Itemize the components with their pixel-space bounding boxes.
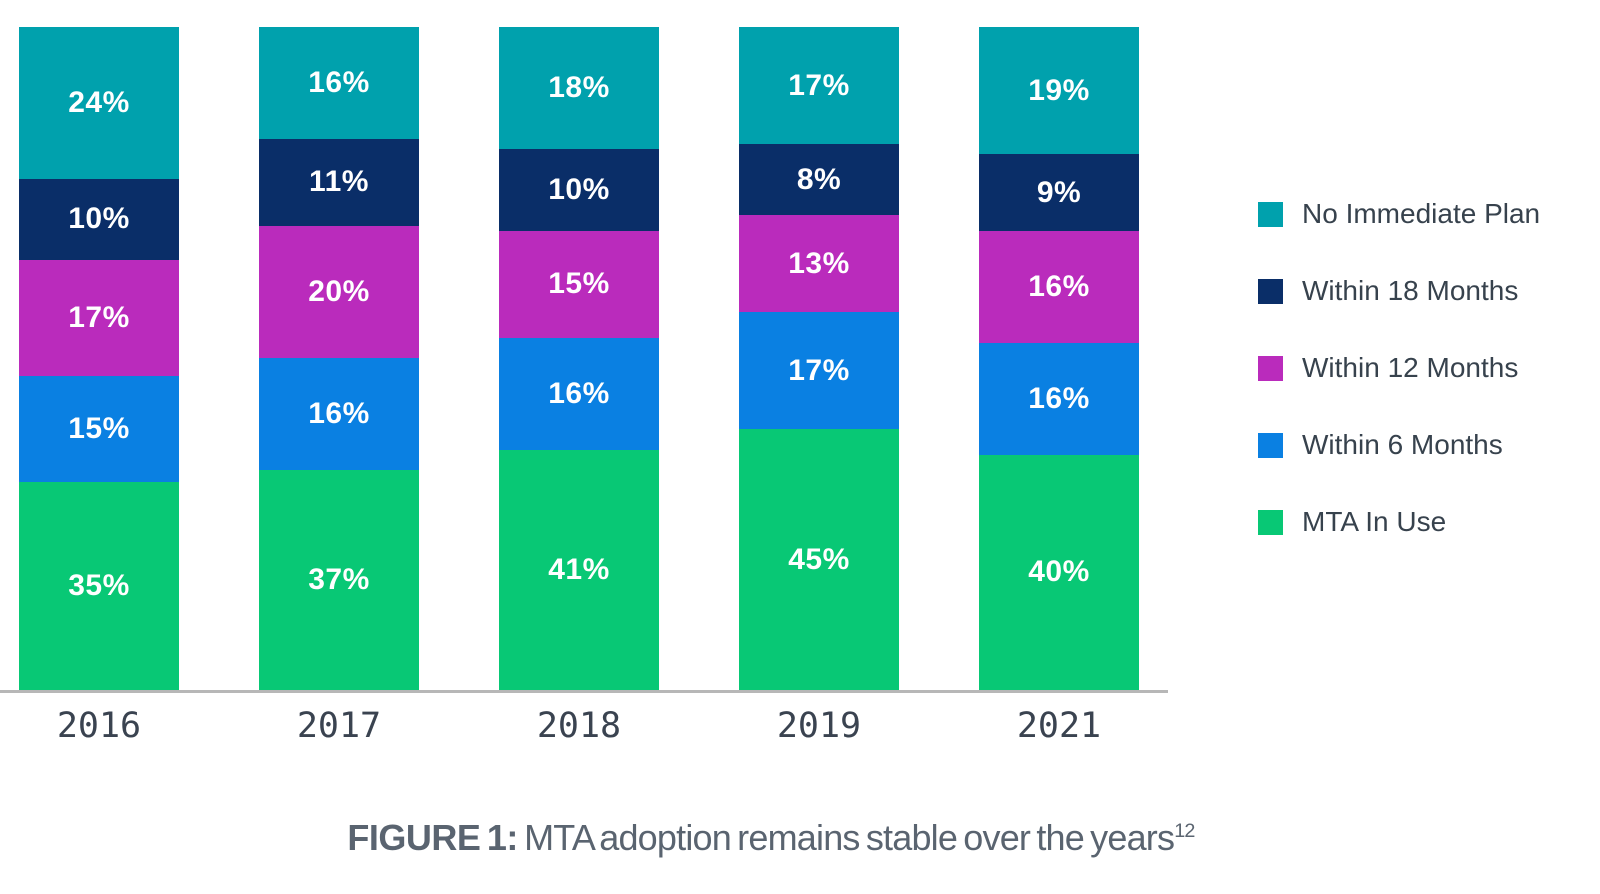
bar-segment: 17%	[739, 311, 899, 430]
legend-item: MTA In Use	[1258, 506, 1540, 538]
bar-segment: 10%	[499, 149, 659, 231]
segment-value-label: 13%	[788, 246, 850, 280]
segment-value-label: 18%	[548, 71, 610, 105]
axis-tick-label: 2021	[1016, 706, 1102, 746]
bar-segment: 17%	[19, 259, 179, 377]
stacked-bars-group: 24% 10% 17% 15% 35% 16% 11% 20% 16% 37% 18% 10% 15% 1…	[19, 27, 1139, 690]
legend-swatch-icon	[1258, 432, 1283, 458]
segment-value-label: 19%	[1028, 73, 1090, 107]
legend-item: Within 12 Months	[1258, 352, 1540, 384]
segment-value-label: 17%	[68, 300, 130, 334]
bar-2021: 19% 9% 16% 16% 40%	[979, 27, 1139, 690]
segment-value-label: 35%	[68, 569, 130, 603]
segment-value-label: 17%	[788, 68, 850, 102]
segment-value-label: 10%	[68, 202, 130, 236]
figure-caption: FIGURE 1: MTA adoption remains stable ov…	[0, 816, 1542, 859]
bar-segment: 37%	[259, 470, 419, 690]
bar-segment: 41%	[499, 449, 659, 690]
axis-tick-label: 2019	[776, 706, 862, 746]
legend-swatch-icon	[1258, 355, 1283, 381]
segment-value-label: 40%	[1028, 555, 1090, 589]
segment-value-label: 41%	[548, 552, 610, 586]
segment-value-label: 45%	[788, 542, 850, 576]
segment-value-label: 16%	[308, 66, 370, 100]
bar-segment: 17%	[739, 27, 899, 145]
bar-2016: 24% 10% 17% 15% 35%	[19, 27, 179, 690]
legend-item: Within 6 Months	[1258, 429, 1540, 461]
segment-value-label: 15%	[68, 412, 130, 446]
x-axis-tick-labels: 2016 2017 2018 2019 2021	[19, 706, 1139, 746]
bar-segment: 45%	[739, 429, 899, 690]
bar-segment: 11%	[259, 139, 419, 226]
legend-label: Within 18 Months	[1302, 275, 1519, 306]
x-axis-line	[0, 690, 1168, 693]
segment-value-label: 10%	[548, 172, 610, 206]
bar-segment: 16%	[259, 27, 419, 140]
bar-segment: 16%	[259, 358, 419, 471]
segment-value-label: 17%	[788, 353, 850, 387]
segment-value-label: 16%	[548, 376, 610, 410]
axis-tick-label: 2018	[536, 706, 622, 746]
bar-2018: 18% 10% 15% 16% 41%	[499, 27, 659, 690]
segment-value-label: 15%	[548, 267, 610, 301]
legend-label: Within 12 Months	[1302, 352, 1519, 383]
bar-segment: 20%	[259, 225, 419, 359]
bar-segment: 16%	[979, 342, 1139, 455]
segment-value-label: 16%	[1028, 381, 1090, 415]
bar-segment: 15%	[499, 230, 659, 338]
segment-value-label: 9%	[1036, 175, 1082, 209]
segment-value-label: 16%	[1028, 269, 1090, 303]
bar-segment: 8%	[739, 144, 899, 216]
legend-label: No Immediate Plan	[1302, 198, 1541, 229]
bar-segment: 13%	[739, 215, 899, 312]
bar-segment: 24%	[19, 27, 179, 179]
segment-value-label: 37%	[308, 563, 370, 597]
bar-segment: 19%	[979, 27, 1139, 155]
caption-footnote-superscript: 12	[1174, 820, 1195, 842]
bar-segment: 9%	[979, 154, 1139, 231]
bar-segment: 16%	[499, 337, 659, 450]
legend-item: No Immediate Plan	[1258, 198, 1540, 230]
bar-segment: 35%	[19, 482, 179, 690]
bar-segment: 18%	[499, 27, 659, 150]
segment-value-label: 20%	[308, 274, 370, 308]
legend-item: Within 18 Months	[1258, 275, 1540, 307]
legend-swatch-icon	[1258, 201, 1283, 227]
bar-2019: 17% 8% 13% 17% 45%	[739, 27, 899, 690]
legend-label: MTA In Use	[1302, 506, 1447, 537]
axis-tick-label: 2016	[56, 706, 142, 746]
segment-value-label: 8%	[796, 162, 842, 196]
bar-segment: 10%	[19, 178, 179, 260]
caption-text: MTA adoption remains stable over the yea…	[517, 817, 1175, 858]
bar-2017: 16% 11% 20% 16% 37%	[259, 27, 419, 690]
bar-segment: 15%	[19, 376, 179, 483]
legend-swatch-icon	[1258, 278, 1283, 304]
bar-segment: 40%	[979, 454, 1139, 690]
axis-tick-label: 2017	[296, 706, 382, 746]
segment-value-label: 24%	[68, 85, 130, 119]
legend-swatch-icon	[1258, 509, 1283, 535]
segment-value-label: 11%	[309, 165, 369, 199]
segment-value-label: 16%	[308, 397, 370, 431]
chart-legend: No Immediate Plan Within 18 Months Within …	[1258, 198, 1540, 538]
legend-label: Within 6 Months	[1302, 429, 1503, 460]
caption-prefix: FIGURE 1:	[347, 817, 518, 858]
bar-segment: 16%	[979, 230, 1139, 343]
